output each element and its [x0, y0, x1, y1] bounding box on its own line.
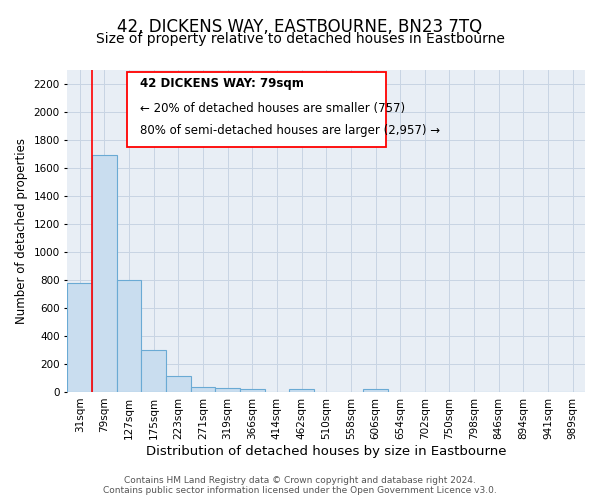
- Bar: [67, 283, 92, 392]
- Bar: [166, 376, 191, 392]
- FancyBboxPatch shape: [127, 72, 386, 148]
- Bar: [142, 350, 166, 392]
- Text: Contains public sector information licensed under the Open Government Licence v3: Contains public sector information licen…: [103, 486, 497, 495]
- Text: 42 DICKENS WAY: 79sqm: 42 DICKENS WAY: 79sqm: [140, 78, 304, 90]
- Bar: [289, 389, 314, 392]
- Y-axis label: Number of detached properties: Number of detached properties: [15, 138, 28, 324]
- Text: 80% of semi-detached houses are larger (2,957) →: 80% of semi-detached houses are larger (…: [140, 124, 440, 137]
- Bar: [215, 388, 240, 392]
- Text: Contains HM Land Registry data © Crown copyright and database right 2024.: Contains HM Land Registry data © Crown c…: [124, 476, 476, 485]
- Bar: [117, 280, 142, 392]
- Bar: [240, 389, 265, 392]
- Text: ← 20% of detached houses are smaller (757): ← 20% of detached houses are smaller (75…: [140, 102, 405, 114]
- Bar: [363, 389, 388, 392]
- Text: 42, DICKENS WAY, EASTBOURNE, BN23 7TQ: 42, DICKENS WAY, EASTBOURNE, BN23 7TQ: [118, 18, 482, 36]
- Bar: [191, 387, 215, 392]
- Text: Size of property relative to detached houses in Eastbourne: Size of property relative to detached ho…: [95, 32, 505, 46]
- X-axis label: Distribution of detached houses by size in Eastbourne: Distribution of detached houses by size …: [146, 444, 506, 458]
- Bar: [92, 156, 117, 392]
